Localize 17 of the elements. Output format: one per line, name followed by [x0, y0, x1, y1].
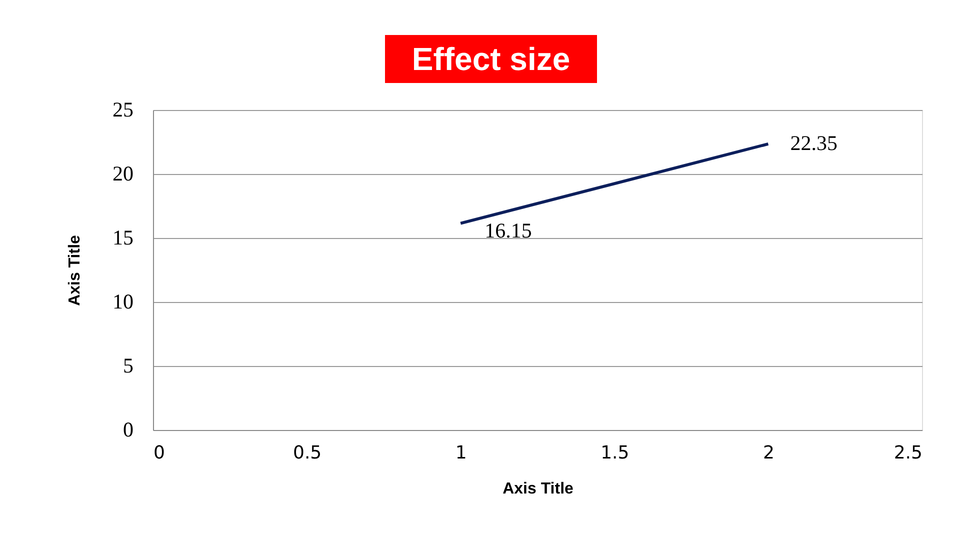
y-tick-label: 15 — [112, 226, 134, 250]
y-tick-label: 0 — [123, 418, 134, 442]
chart-title: Effect size — [412, 41, 570, 77]
x-tick-label: 2 — [762, 442, 774, 464]
x-tick-label: 2.5 — [894, 442, 922, 464]
y-tick-label: 5 — [123, 354, 134, 378]
y-tick-label: 20 — [112, 162, 134, 186]
y-tick-label: 10 — [112, 290, 134, 314]
x-tick-label: 0 — [154, 442, 165, 464]
x-axis-title: Axis Title — [502, 480, 574, 498]
x-tick-label: 0.5 — [292, 442, 322, 464]
data-label: 22.35 — [790, 130, 838, 155]
data-label: 16.15 — [484, 218, 532, 242]
x-tick-label: 1.5 — [600, 442, 630, 464]
y-axis-title: Axis Title — [66, 234, 84, 306]
y-tick-label: 25 — [112, 98, 134, 122]
x-tick-label: 1 — [455, 442, 467, 464]
